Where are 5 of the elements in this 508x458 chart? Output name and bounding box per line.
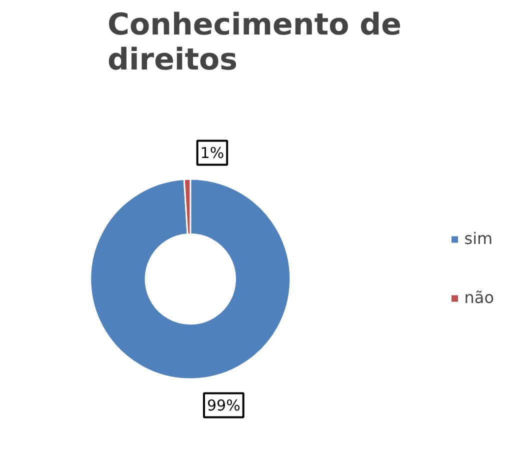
data-label: 1% (200, 144, 224, 162)
data-label: 99% (206, 396, 240, 414)
legend-label: não (464, 288, 494, 307)
legend-label: sim (464, 229, 493, 248)
chart-title: Conhecimento de direitos (108, 8, 402, 78)
